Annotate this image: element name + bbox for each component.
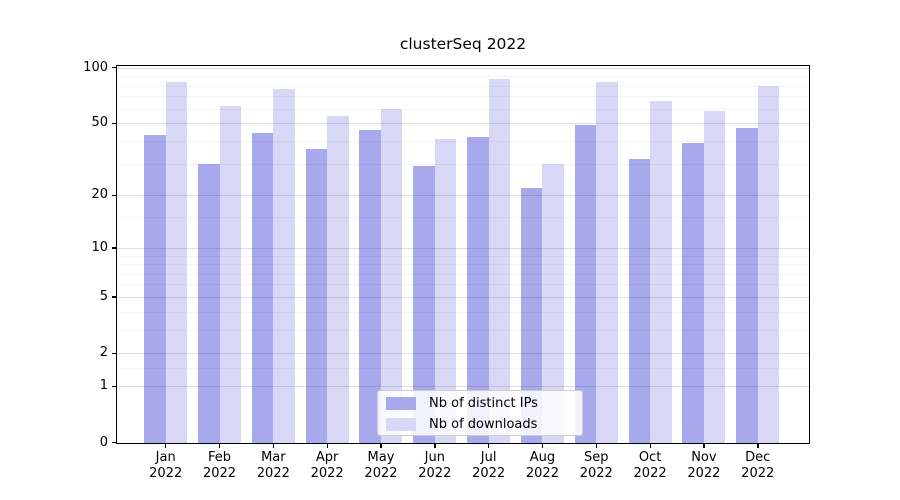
y-tick-label-2: 2 (99, 345, 108, 361)
bar-downloads-feb (219, 106, 242, 443)
x-tick-mark-may (380, 443, 382, 448)
bar-downloads-nov (703, 111, 726, 443)
bar-distinct-ips-feb (198, 163, 220, 443)
bar-downloads-oct (650, 101, 672, 443)
bar-downloads-mar (273, 88, 295, 443)
x-tick-label-apr: Apr 2022 (310, 450, 344, 481)
bar-downloads-may (380, 108, 403, 443)
bar-distinct-ips-jan (144, 135, 166, 443)
y-tick-mark-10 (111, 247, 116, 249)
y-tick-label-5: 5 (99, 288, 108, 304)
bar-distinct-ips-may (359, 129, 381, 443)
legend-swatch-downloads (386, 418, 416, 431)
bar-distinct-ips-aug (520, 187, 543, 443)
x-tick-mark-jul (488, 443, 490, 448)
x-tick-label-nov: Nov 2022 (687, 450, 721, 481)
x-tick-label-mar: Mar 2022 (256, 450, 290, 481)
bar-downloads-sep (596, 81, 618, 443)
y-tick-mark-20 (111, 194, 116, 197)
bar-distinct-ips-dec (736, 128, 758, 443)
x-tick-mark-aug (541, 443, 544, 448)
x-tick-label-sep: Sep 2022 (579, 450, 613, 481)
bar-distinct-ips-jun (413, 166, 435, 443)
y-tick-label-0: 0 (99, 434, 108, 450)
x-tick-mark-oct (649, 443, 651, 448)
y-tick-label-100: 100 (83, 59, 108, 75)
x-tick-label-feb: Feb 2022 (202, 450, 237, 481)
y-tick-mark-100 (111, 67, 116, 69)
x-tick-label-dec: Dec 2022 (741, 450, 775, 481)
bars-layer (117, 66, 809, 443)
bar-downloads-jun (434, 138, 457, 443)
y-tick-mark-0 (111, 442, 116, 444)
y-tick-label-10: 10 (91, 239, 108, 255)
bar-distinct-ips-oct (628, 158, 651, 443)
y-tick-label-1: 1 (99, 378, 108, 394)
x-tick-mark-jun (434, 443, 436, 448)
legend-item-downloads: Nb of downloads (378, 414, 582, 435)
y-tick-label-50: 50 (91, 115, 108, 131)
y-tick-mark-1 (111, 385, 116, 387)
x-tick-label-oct: Oct 2022 (633, 450, 667, 481)
y-tick-label-20: 20 (91, 187, 108, 203)
legend-swatch-distinct-ips (386, 397, 416, 410)
plot-area: Nb of distinct IPs Nb of downloads (116, 65, 810, 444)
x-tick-mark-sep (595, 443, 598, 448)
bar-distinct-ips-apr (305, 149, 328, 443)
bar-distinct-ips-sep (574, 124, 597, 443)
y-tick-mark-2 (111, 352, 116, 355)
bar-downloads-jan (165, 81, 188, 443)
chart-title: clusterSeq 2022 (399, 35, 527, 53)
x-tick-mark-dec (757, 443, 759, 448)
legend-label-downloads: Nb of downloads (429, 417, 538, 432)
bar-distinct-ips-nov (682, 142, 704, 443)
bar-distinct-ips-jul (467, 137, 489, 443)
legend-label-distinct-ips: Nb of distinct IPs (429, 396, 538, 411)
x-tick-label-aug: Aug 2022 (525, 450, 559, 481)
x-tick-mark-mar (272, 443, 275, 448)
y-tick-mark-5 (111, 296, 116, 298)
bar-downloads-aug (542, 163, 564, 443)
x-tick-label-may: May 2022 (364, 450, 398, 481)
x-tick-mark-feb (219, 443, 221, 448)
legend: Nb of distinct IPs Nb of downloads (377, 390, 583, 436)
bar-distinct-ips-mar (251, 133, 274, 443)
legend-item-distinct-ips: Nb of distinct IPs (378, 393, 582, 414)
x-tick-label-jun: Jun 2022 (418, 450, 452, 481)
bar-downloads-jul (488, 78, 511, 443)
y-tick-mark-50 (111, 122, 116, 124)
x-tick-label-jan: Jan 2022 (149, 450, 183, 481)
bar-downloads-apr (327, 115, 349, 443)
bar-downloads-dec (757, 85, 780, 443)
x-tick-mark-apr (326, 443, 328, 448)
x-tick-label-jul: Jul 2022 (472, 450, 506, 481)
x-tick-mark-jan (165, 443, 167, 448)
x-tick-mark-nov (703, 443, 705, 448)
